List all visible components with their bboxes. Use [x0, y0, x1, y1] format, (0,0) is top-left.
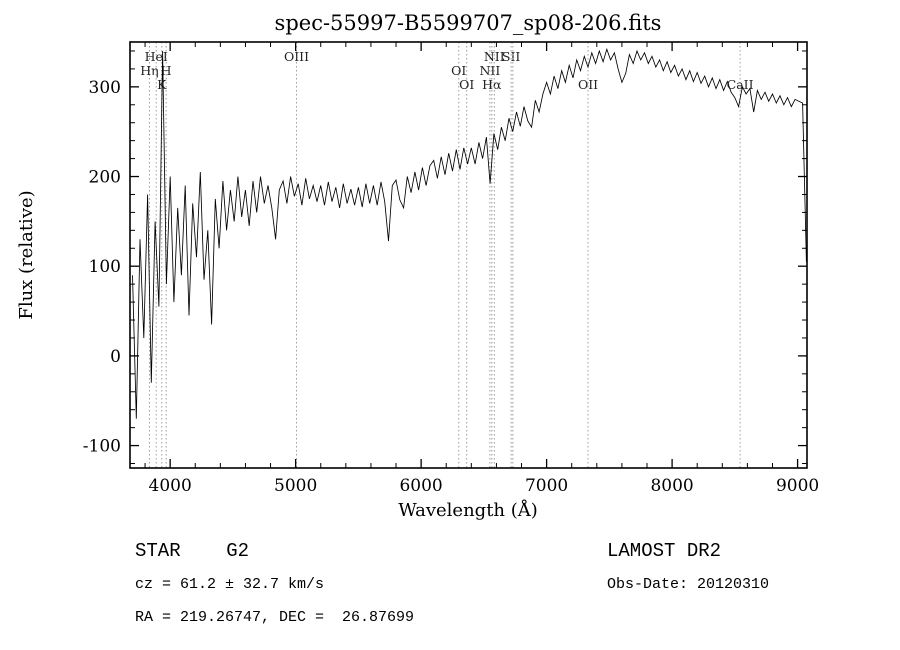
spectral-line-label: NII [479, 63, 500, 78]
spectrum-trace [132, 47, 807, 419]
x-tick-label: 6000 [399, 476, 442, 496]
spectral-line-label: OI [459, 77, 474, 92]
classification-text: STAR G2 [135, 540, 250, 562]
y-tick-label: 200 [89, 168, 121, 188]
plot-title: spec-55997-B5599707_sp08-206.fits [275, 11, 662, 35]
x-tick-label: 8000 [650, 476, 693, 496]
x-tick-label: 9000 [776, 476, 819, 496]
spectral-line-label: CaII [727, 77, 754, 92]
survey-text: LAMOST DR2 [607, 540, 722, 562]
x-tick-label: 7000 [525, 476, 568, 496]
y-axis-label: Flux (relative) [16, 190, 37, 319]
spectral-line-label: H [161, 63, 172, 78]
radec-text: RA = 219.26747, DEC = 26.87699 [135, 609, 415, 626]
x-tick-label: 5000 [274, 476, 317, 496]
y-tick-label: 100 [89, 257, 121, 277]
spectral-line-label: HeI [145, 49, 168, 64]
y-tick-label: -100 [83, 437, 121, 457]
cz-text: cz = 61.2 ± 32.7 km/s [135, 576, 325, 593]
obsdate-text: Obs-Date: 20120310 [607, 576, 770, 593]
y-tick-label: 0 [110, 347, 121, 367]
plot-frame [129, 41, 808, 469]
x-axis-label: Wavelength (Å) [398, 499, 538, 521]
spectral-line-label: OII [578, 77, 598, 92]
spectrum-plot: spec-55997-B5599707_sp08-206.fits HηHeIK… [16, 11, 819, 521]
spectral-line-label: NII [484, 49, 505, 64]
spectral-line-label: OIII [284, 49, 309, 64]
spectral-line-label: OI [451, 63, 466, 78]
spectral-line-label: Hη [140, 63, 158, 78]
spectral-line-label: Hα [482, 77, 502, 92]
spectral-line-label: SII [502, 49, 521, 64]
y-tick-label: 300 [89, 78, 121, 98]
x-tick-label: 4000 [149, 476, 192, 496]
